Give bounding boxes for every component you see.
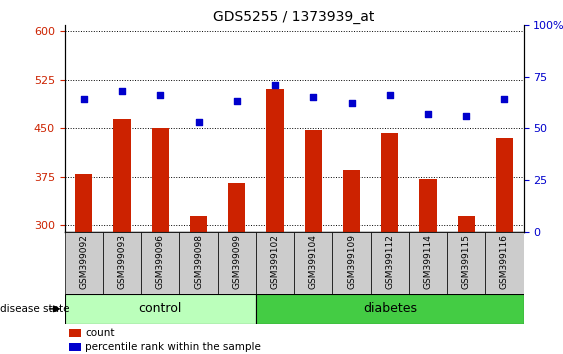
Point — [462, 113, 471, 119]
FancyBboxPatch shape — [447, 232, 485, 294]
Bar — [114, 119, 131, 232]
Bar — [75, 173, 92, 232]
Text: GSM399092: GSM399092 — [79, 234, 88, 289]
Point — [118, 88, 127, 94]
Point — [309, 95, 318, 100]
Point — [271, 82, 280, 88]
Point — [79, 97, 88, 102]
Bar — [381, 133, 399, 232]
Bar — [266, 90, 284, 232]
Text: GSM399098: GSM399098 — [194, 234, 203, 289]
FancyBboxPatch shape — [370, 232, 409, 294]
Title: GDS5255 / 1373939_at: GDS5255 / 1373939_at — [213, 10, 375, 24]
Text: GSM399115: GSM399115 — [462, 234, 471, 289]
Text: GSM399112: GSM399112 — [385, 234, 394, 289]
Bar — [458, 216, 475, 232]
FancyBboxPatch shape — [409, 232, 447, 294]
Bar — [419, 179, 436, 232]
Text: GSM399104: GSM399104 — [309, 234, 318, 289]
Point — [233, 98, 242, 104]
Bar — [69, 329, 81, 337]
Text: GSM399109: GSM399109 — [347, 234, 356, 289]
FancyBboxPatch shape — [218, 232, 256, 294]
Bar — [343, 170, 360, 232]
Point — [347, 101, 356, 106]
Point — [500, 97, 509, 102]
Bar — [228, 183, 245, 232]
Text: GSM399114: GSM399114 — [423, 234, 432, 289]
FancyBboxPatch shape — [294, 232, 332, 294]
Text: GSM399093: GSM399093 — [118, 234, 127, 289]
Text: diabetes: diabetes — [363, 302, 417, 315]
Bar — [305, 130, 322, 232]
FancyBboxPatch shape — [180, 232, 218, 294]
FancyBboxPatch shape — [65, 232, 103, 294]
FancyBboxPatch shape — [65, 294, 256, 324]
Point — [385, 92, 394, 98]
Point — [194, 119, 203, 125]
Bar — [69, 343, 81, 351]
Text: GSM399099: GSM399099 — [233, 234, 242, 289]
Bar — [190, 216, 207, 232]
Point — [423, 111, 432, 117]
Bar — [152, 128, 169, 232]
Text: count: count — [86, 328, 115, 338]
FancyBboxPatch shape — [485, 232, 524, 294]
Text: GSM399096: GSM399096 — [156, 234, 165, 289]
Bar — [496, 138, 513, 232]
FancyBboxPatch shape — [141, 232, 180, 294]
FancyBboxPatch shape — [256, 232, 294, 294]
FancyBboxPatch shape — [103, 232, 141, 294]
FancyBboxPatch shape — [332, 232, 370, 294]
Text: disease state: disease state — [0, 304, 69, 314]
Text: percentile rank within the sample: percentile rank within the sample — [86, 342, 261, 352]
Text: GSM399102: GSM399102 — [271, 234, 280, 289]
Text: GSM399116: GSM399116 — [500, 234, 509, 289]
FancyBboxPatch shape — [256, 294, 524, 324]
Point — [156, 92, 165, 98]
Text: control: control — [138, 302, 182, 315]
